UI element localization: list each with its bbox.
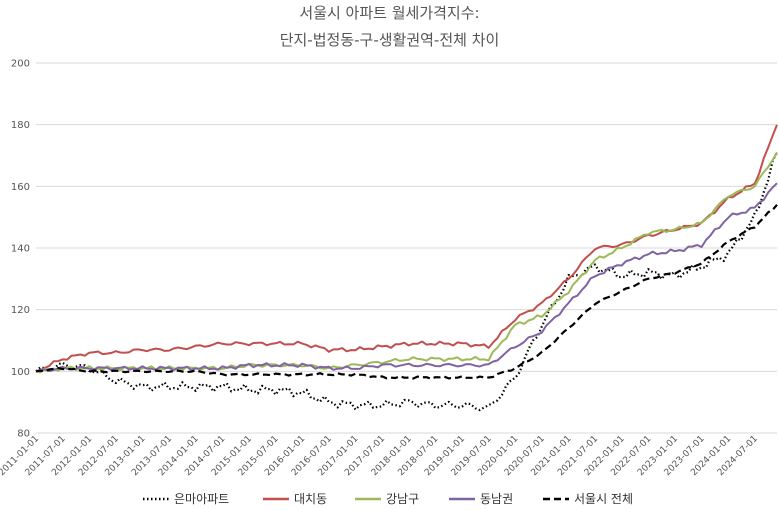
series-line-2 [35, 124, 778, 373]
y-tick-label: 160 [11, 182, 30, 193]
legend-label: 은마아파트 [174, 492, 229, 506]
y-tick-label: 180 [11, 120, 30, 131]
chart-title: 서울시 아파트 월세가격지수: [299, 4, 480, 22]
series-line-1 [35, 151, 778, 412]
series-line-5 [35, 204, 778, 380]
legend-label: 서울시 전체 [574, 492, 633, 506]
chart-subtitle: 단지-법정동-구-생활권역-전체 차이 [279, 31, 500, 49]
y-tick-label: 100 [11, 367, 30, 378]
y-tick-label: 200 [11, 59, 30, 70]
y-tick-label: 140 [11, 244, 30, 255]
legend-label: 대치동 [294, 492, 327, 506]
y-tick-label: 120 [11, 305, 30, 316]
legend-label: 동남권 [480, 492, 513, 506]
series-line-3 [35, 151, 778, 374]
y-tick-label: 80 [17, 429, 30, 440]
series-line-4 [35, 182, 778, 373]
legend-label: 강남구 [386, 492, 419, 506]
